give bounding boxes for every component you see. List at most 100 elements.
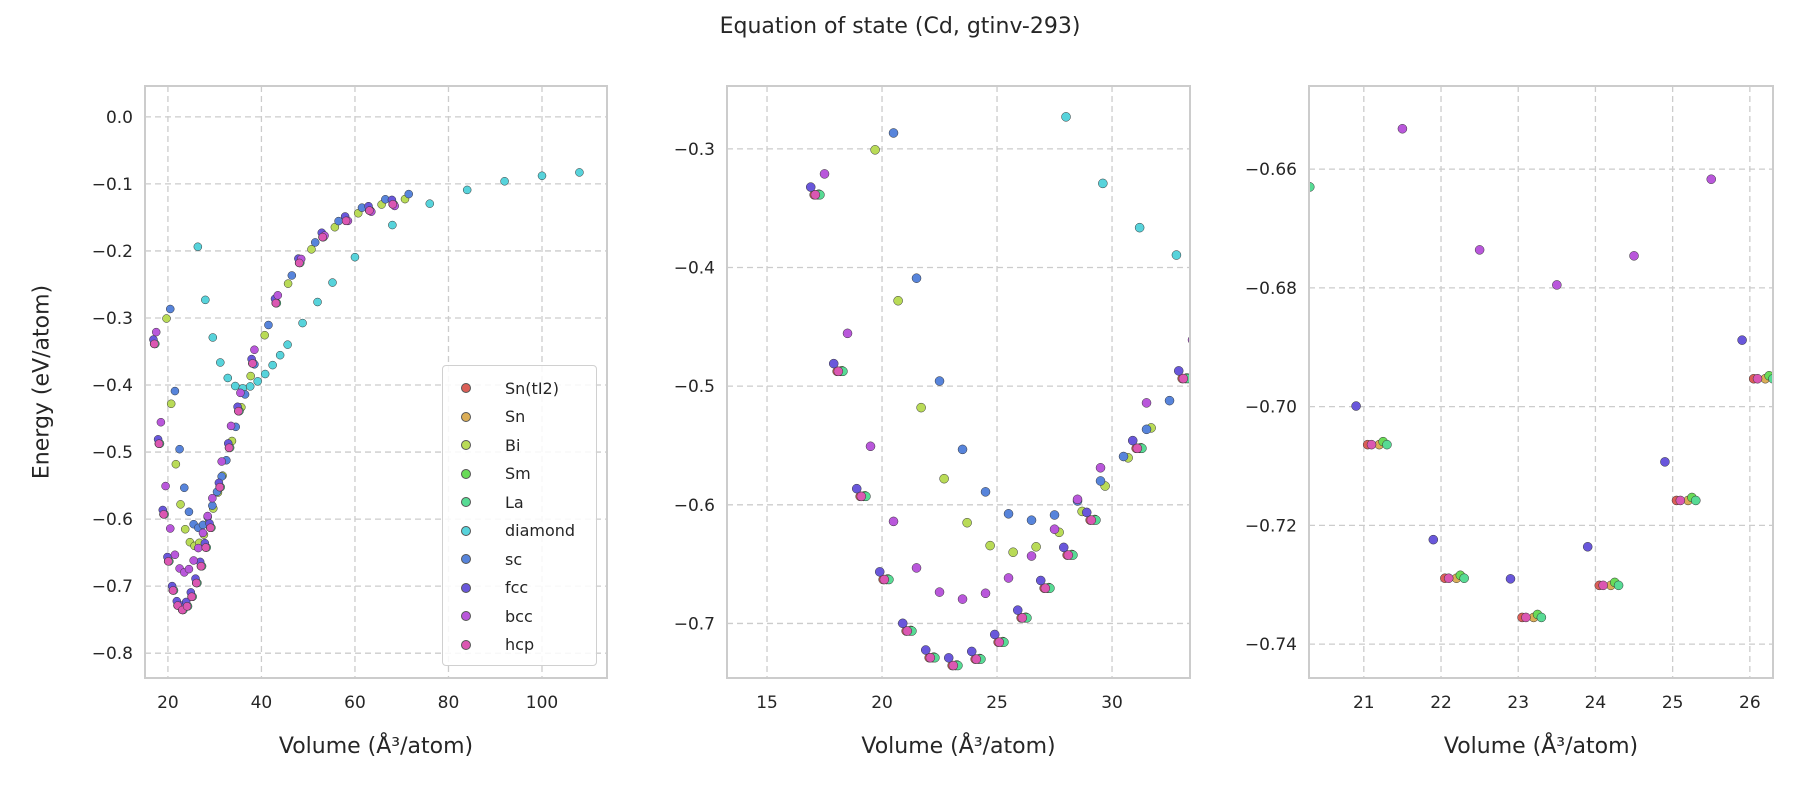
point-bcc <box>250 345 259 355</box>
point-hcp <box>1017 613 1028 623</box>
point-Bi <box>870 145 880 155</box>
point-hcp <box>925 652 936 663</box>
point-La <box>1691 495 1701 506</box>
point-Bi <box>1239 302 1248 311</box>
point-Sn <box>1641 1 1650 10</box>
x-tick-label: 26 <box>1739 693 1761 713</box>
point-diamond <box>462 185 472 195</box>
point-bcc <box>1474 245 1485 255</box>
x-tick-label: 60 <box>344 693 366 713</box>
point-fcc <box>1220 302 1229 311</box>
point-sc <box>1164 395 1175 406</box>
point-hcp <box>196 561 206 571</box>
point-Sn <box>1298 182 1307 191</box>
point-hcp <box>1524 47 1533 56</box>
point-Bi <box>180 524 190 534</box>
point-hcp <box>150 339 159 349</box>
legend-item-diamond: diamond <box>443 517 596 546</box>
x-tick-label: 20 <box>871 693 893 713</box>
point-Bi <box>330 222 340 232</box>
point-hcp <box>248 359 257 368</box>
point-Bi <box>283 279 293 288</box>
point-sc <box>1141 424 1152 435</box>
point-fcc <box>1582 542 1593 552</box>
x-axis-label: Volume (Å³/atom) <box>279 732 473 759</box>
point-fcc <box>1660 457 1670 467</box>
point-bcc <box>1418 104 1427 113</box>
series-La <box>151 200 399 615</box>
series-Sm <box>1309 180 1773 620</box>
point-bcc <box>1397 124 1408 134</box>
legend-label: La <box>505 492 524 512</box>
point-hcp <box>318 232 327 242</box>
point-fcc <box>943 653 954 663</box>
figure-title: Equation of state (Cd, gtinv-293) <box>719 14 1081 39</box>
point-diamond <box>1393 228 1402 237</box>
point-hcp <box>833 366 844 377</box>
point-sc <box>180 483 189 493</box>
point-fcc <box>1274 144 1283 153</box>
axes-frame <box>726 85 1191 679</box>
panel-3: 21 22 23 24 25 26 −0.66 −0.68 −0.70 −0.72 −0.74 Vol… <box>1245 85 1774 759</box>
y-tick-label: −0.1 <box>92 175 133 195</box>
point-hcp <box>1294 225 1303 234</box>
point-Sm <box>1527 46 1536 55</box>
legend-item-Sn(tI2): Sn(tI2) <box>443 374 596 403</box>
point-sc <box>175 444 184 454</box>
point-Bi <box>1285 247 1294 256</box>
legend-item-hcp: hcp <box>443 631 596 660</box>
point-fcc <box>1404 110 1413 119</box>
point-Sn(tI2) <box>1293 225 1302 234</box>
point-diamond <box>223 373 233 383</box>
point-Bi <box>1584 23 1593 32</box>
point-sc <box>1118 451 1129 462</box>
points <box>1274 124 1773 623</box>
point-bcc <box>226 421 236 431</box>
point-sc <box>264 320 273 330</box>
point-diamond <box>298 318 307 328</box>
point-diamond <box>1466 192 1475 201</box>
point-sc <box>980 487 991 497</box>
point-Sn(tI2) <box>1286 182 1295 191</box>
point-bcc <box>1072 494 1083 505</box>
legend-marker-icon <box>461 554 471 565</box>
series-Bi <box>870 23 1593 557</box>
y-tick-label: −0.2 <box>92 242 133 262</box>
point-Bi <box>307 245 316 254</box>
y-tick-label: −0.7 <box>92 577 133 597</box>
point-La <box>1768 373 1773 384</box>
point-sc <box>1049 510 1060 520</box>
point-diamond <box>268 360 277 370</box>
point-hcp <box>215 482 225 492</box>
point-bcc <box>1552 280 1562 290</box>
series-sc <box>166 189 413 533</box>
point-Sn(tI2) <box>1224 309 1233 318</box>
point-hcp <box>1063 550 1074 560</box>
point-hcp <box>1040 583 1051 593</box>
point-hcp <box>388 200 398 209</box>
point-Bi <box>962 517 972 528</box>
point-diamond <box>425 199 435 208</box>
point-diamond <box>253 377 262 386</box>
point-fcc <box>1058 542 1069 553</box>
y-tick-label: −0.3 <box>674 140 715 160</box>
x-tick-label: 80 <box>438 693 460 713</box>
point-diamond <box>260 369 270 379</box>
point-hcp <box>154 439 164 448</box>
point-diamond <box>350 252 360 262</box>
series-Sn <box>1298 182 1771 623</box>
point-bcc <box>934 587 945 597</box>
point-fcc <box>1634 0 1643 3</box>
point-Sn(tI2) <box>1638 1 1647 10</box>
point-hcp <box>182 602 192 611</box>
legend-label: bcc <box>505 606 533 626</box>
point-Bi <box>246 371 255 381</box>
legend-label: Sm <box>505 464 531 484</box>
point-diamond <box>313 297 322 307</box>
series-Sm <box>814 46 1536 670</box>
point-diamond <box>283 340 292 349</box>
y-tick-label: −0.6 <box>92 510 133 530</box>
point-Bi <box>162 314 171 323</box>
point-diamond <box>1282 266 1291 275</box>
